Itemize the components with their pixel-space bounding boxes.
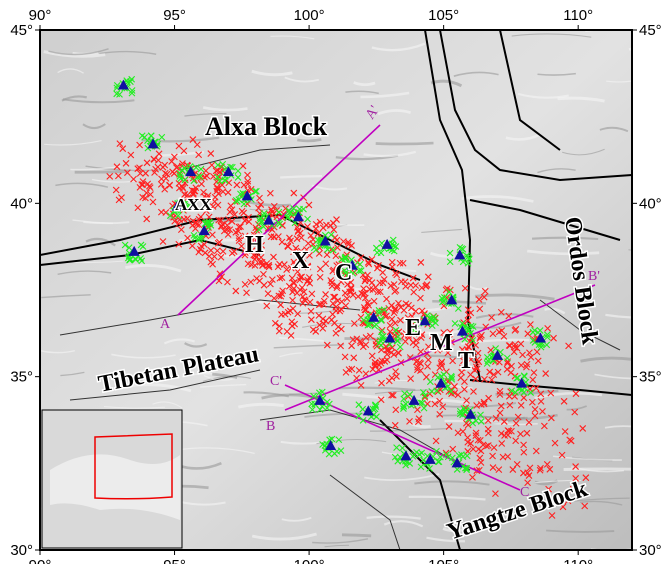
region-label: M (430, 330, 453, 356)
y-tick-label: 40° (639, 195, 662, 212)
y-tick-label: 45° (10, 22, 33, 39)
map: A A' B B' C C' Alxa Block AXX H X C E M … (0, 0, 666, 564)
profile-label: C' (270, 374, 282, 389)
y-tick-label: 30° (10, 542, 33, 559)
x-tick-label: 100° (294, 7, 325, 24)
inset-map (42, 410, 182, 548)
ridge (628, 249, 666, 252)
region-label: AXX (175, 195, 213, 214)
region-label: E (405, 315, 421, 341)
x-tick-label: 110° (563, 557, 593, 564)
x-tick-label: 95° (163, 557, 186, 564)
y-tick-label: 45° (639, 22, 662, 39)
x-tick-label: 100° (294, 557, 325, 564)
region-label: C (335, 260, 352, 286)
region-label: T (458, 348, 474, 374)
region-label: X (292, 248, 310, 274)
ridge (75, 172, 129, 173)
profile-label: B (266, 419, 275, 434)
x-tick-label: 95° (163, 7, 186, 24)
y-tick-label: 35° (10, 369, 33, 386)
y-tick-label: 30° (639, 542, 662, 559)
y-tick-label: 35° (639, 369, 662, 386)
region-label: Alxa Block (205, 112, 328, 141)
ridge (376, 143, 434, 144)
ridge (342, 535, 371, 536)
x-tick-label: 105° (428, 7, 459, 24)
y-tick-label: 40° (10, 195, 33, 212)
x-tick-label: 105° (428, 557, 459, 564)
profile-label: A (160, 317, 171, 332)
x-tick-label: 110° (563, 7, 593, 24)
region-label: H (245, 232, 264, 258)
ridge (280, 176, 322, 177)
ridge (83, 222, 129, 223)
